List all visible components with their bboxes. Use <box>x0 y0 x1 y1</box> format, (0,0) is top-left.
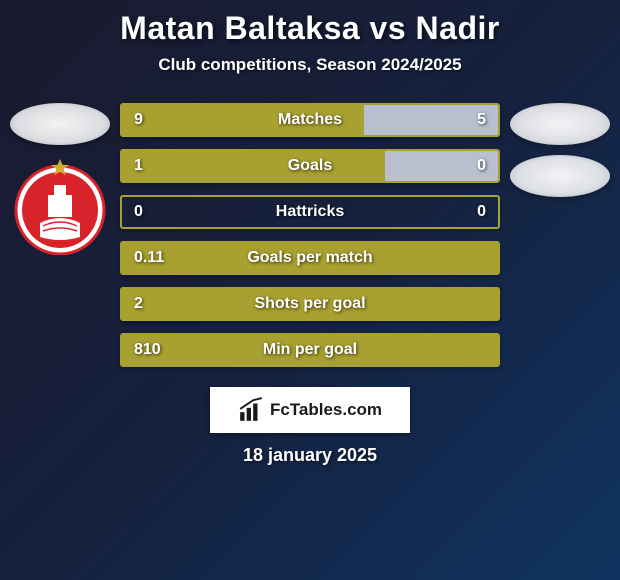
stat-value-right: 5 <box>477 111 486 129</box>
player-avatar-placeholder-left <box>10 103 110 145</box>
stat-label: Matches <box>278 111 342 129</box>
stat-label: Min per goal <box>263 341 357 359</box>
brand-text: FcTables.com <box>270 400 382 420</box>
page-subtitle: Club competitions, Season 2024/2025 <box>0 55 620 75</box>
stat-row: 810 Min per goal <box>120 333 500 367</box>
page-title: Matan Baltaksa vs Nadir <box>0 10 620 47</box>
stat-row: 0 Hattricks 0 <box>120 195 500 229</box>
stat-value-left: 9 <box>134 111 143 129</box>
stat-value-right: 0 <box>477 203 486 221</box>
stat-label: Goals <box>288 157 332 175</box>
chart-icon <box>238 397 264 423</box>
stat-row: 1 Goals 0 <box>120 149 500 183</box>
player-avatar-placeholder-right-2 <box>510 155 610 197</box>
player-avatar-placeholder-right-1 <box>510 103 610 145</box>
stat-label: Hattricks <box>276 203 344 221</box>
chart-area: 9 Matches 5 1 Goals 0 0 Hattricks 0 0.11 Goals per… <box>0 103 620 367</box>
stat-row: 2 Shots per goal <box>120 287 500 321</box>
stat-value-right: 0 <box>477 157 486 175</box>
stat-value-left: 2 <box>134 295 143 313</box>
stat-label: Shots per goal <box>254 295 365 313</box>
club-badge-left <box>10 155 110 255</box>
stat-value-left: 1 <box>134 157 143 175</box>
stat-bars: 9 Matches 5 1 Goals 0 0 Hattricks 0 0.11 Goals per… <box>120 103 500 367</box>
stat-value-left: 0 <box>134 203 143 221</box>
left-player-col <box>10 103 110 255</box>
right-player-col <box>510 103 610 197</box>
stat-row: 9 Matches 5 <box>120 103 500 137</box>
stat-row: 0.11 Goals per match <box>120 241 500 275</box>
stat-value-left: 810 <box>134 341 161 359</box>
bar-left <box>122 151 385 181</box>
comparison-infographic: Matan Baltaksa vs Nadir Club competition… <box>0 0 620 580</box>
brand-badge: FcTables.com <box>210 387 410 433</box>
stat-value-left: 0.11 <box>134 249 164 267</box>
date-text: 18 january 2025 <box>0 445 620 466</box>
stat-label: Goals per match <box>247 249 372 267</box>
